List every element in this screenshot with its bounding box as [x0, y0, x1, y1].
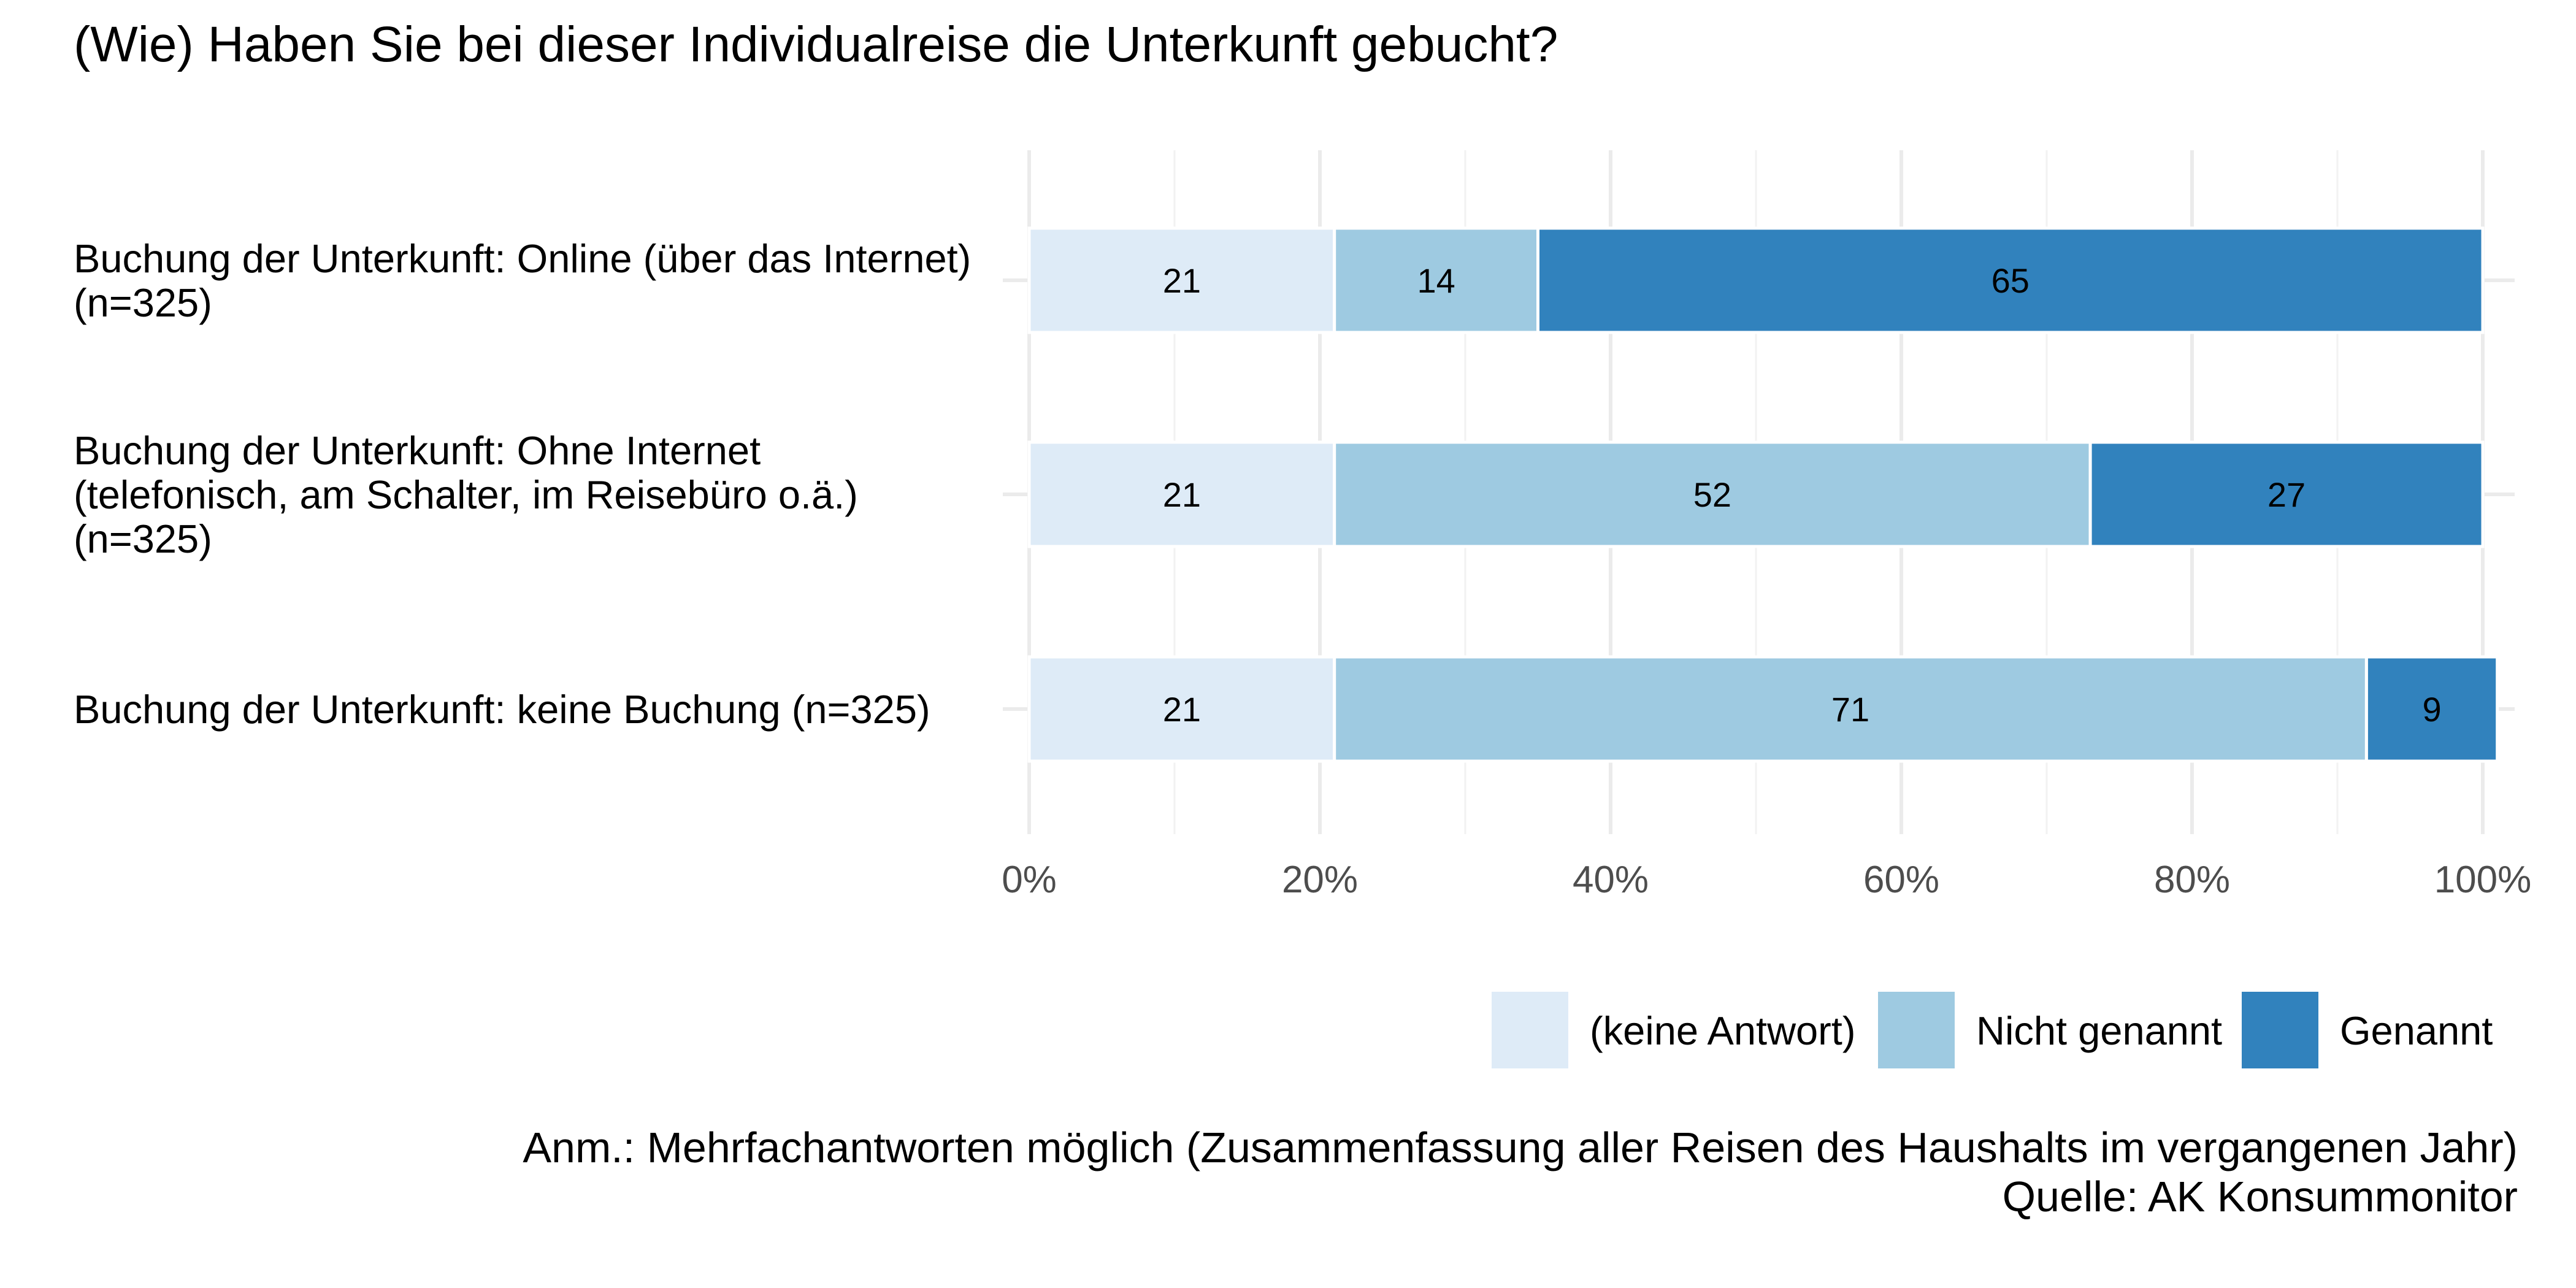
legend-label: (keine Antwort): [1590, 1008, 1856, 1053]
x-tick-label: 0%: [1002, 859, 1057, 901]
bar-segment: [2088, 440, 2485, 548]
bar-value-label: 27: [2267, 475, 2306, 514]
category-label: (n=325): [74, 516, 212, 561]
caption-note: Anm.: Mehrfachantworten möglich (Zusamme…: [523, 1124, 2518, 1171]
bar-segment: [1027, 655, 1336, 763]
category-label: Buchung der Unterkunft: Ohne Internet: [74, 428, 761, 473]
bar-segment: [2364, 655, 2499, 763]
legend-swatch: [2242, 992, 2318, 1068]
legend: (keine Antwort) Nicht genannt Genannt: [1492, 992, 2493, 1068]
bar-value-label: 65: [1991, 261, 2030, 300]
bar-value-label: 14: [1417, 261, 1455, 300]
bar-segment: [1536, 226, 2485, 334]
bar-value-label: 21: [1163, 475, 1201, 514]
caption-source: Quelle: AK Konsummonitor: [2003, 1173, 2518, 1221]
x-tick-label: 20%: [1282, 859, 1358, 901]
bars: 21 14 65 21 52 27 21 71 9: [1027, 226, 2499, 763]
legend-swatch: [1492, 992, 1568, 1068]
x-tick-label: 60%: [1863, 859, 1939, 901]
category-label: (telefonisch, am Schalter, im Reisebüro …: [74, 472, 858, 517]
category-labels: Buchung der Unterkunft: Online (über das…: [74, 236, 971, 732]
x-axis: 0% 20% 40% 60% 80% 100%: [1002, 859, 2531, 901]
bar-value-label: 21: [1163, 261, 1201, 300]
legend-swatch: [1878, 992, 1955, 1068]
category-label: (n=325): [74, 280, 212, 325]
x-tick-label: 40%: [1573, 859, 1649, 901]
bar-segment: [1333, 655, 2368, 763]
bar-value-label: 71: [1831, 690, 1869, 729]
bar-value-label: 9: [2422, 690, 2441, 729]
x-tick-label: 100%: [2434, 859, 2532, 901]
legend-label: Genannt: [2340, 1008, 2493, 1053]
bar-value-label: 21: [1163, 690, 1201, 729]
category-label: Buchung der Unterkunft: keine Buchung (n…: [74, 687, 930, 732]
bar-value-label: 52: [1693, 475, 1731, 514]
category-label: Buchung der Unterkunft: Online (über das…: [74, 236, 971, 281]
legend-label: Nicht genannt: [1976, 1008, 2222, 1053]
chart-title: (Wie) Haben Sie bei dieser Individualrei…: [74, 17, 1558, 72]
x-tick-label: 80%: [2154, 859, 2230, 901]
